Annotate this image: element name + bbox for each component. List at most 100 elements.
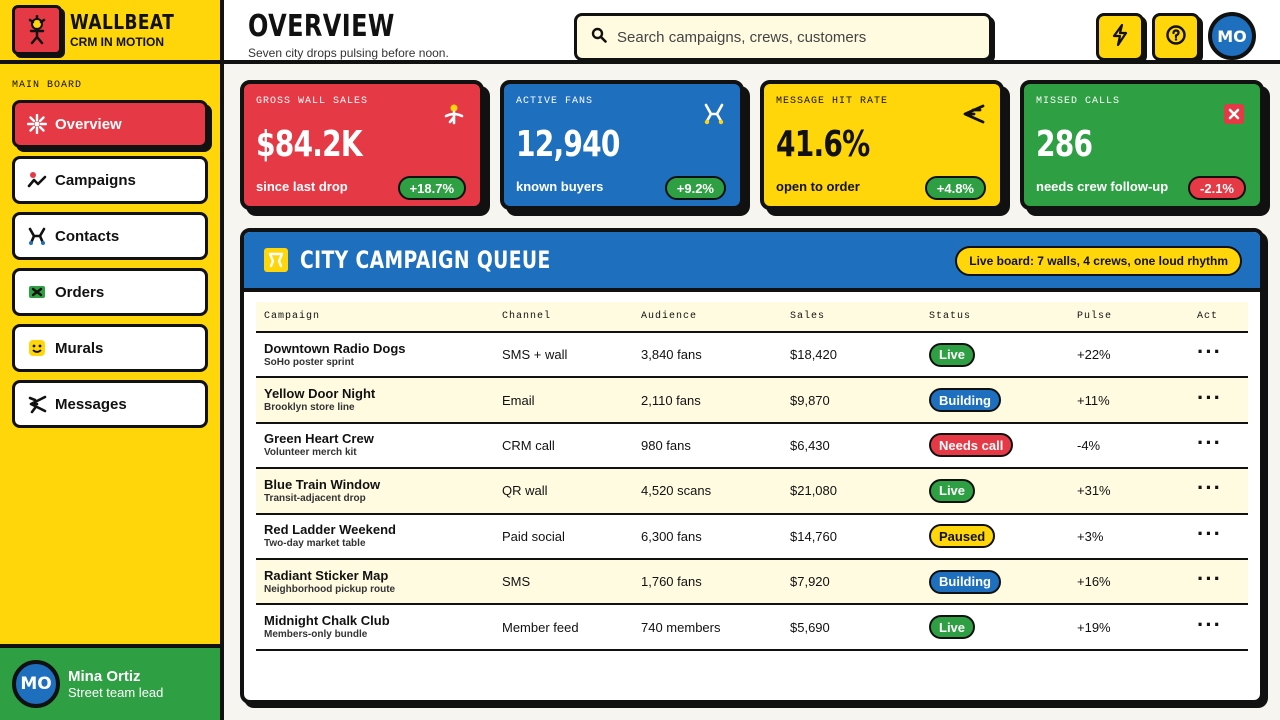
more-actions-icon[interactable]: ··· [1197, 566, 1222, 592]
more-actions-icon[interactable]: ··· [1197, 520, 1222, 546]
cell-campaign: Green Heart Crew Volunteer merch kit [256, 422, 494, 470]
campaign-name[interactable]: Yellow Door Night [264, 386, 376, 402]
cell-pulse: +16% [1069, 558, 1189, 606]
campaign-queue-panel: CITY CAMPAIGN QUEUE Live board: 7 walls,… [240, 228, 1264, 704]
stat-note: open to order [776, 179, 860, 194]
status-badge: Live [929, 342, 976, 367]
more-actions-icon[interactable]: ··· [1197, 475, 1222, 501]
search-icon [591, 27, 607, 48]
stat-delta-badge: +18.7% [397, 176, 466, 200]
table-row[interactable]: Green Heart Crew Volunteer merch kit CRM c… [256, 422, 1248, 470]
cell-channel: SMS [494, 558, 633, 606]
table-row[interactable]: Downtown Radio Dogs SoHo poster sprint SMS… [256, 332, 1248, 379]
panel-title: CITY CAMPAIGN QUEUE [300, 246, 551, 274]
table-row[interactable]: Midnight Chalk Club Members-only bundle Me… [256, 604, 1248, 651]
cell-status: Building [921, 558, 1069, 606]
cell-status: Live [921, 604, 1069, 651]
cell-pulse: -4% [1069, 422, 1189, 470]
column-header-campaign[interactable]: Campaign [256, 302, 494, 333]
campaign-subtitle: Volunteer merch kit [264, 447, 357, 459]
help-button[interactable] [1152, 13, 1200, 61]
trend-line-icon [27, 170, 47, 190]
cross-box-icon [1222, 102, 1246, 126]
cell-status: Needs call [921, 422, 1069, 470]
cell-pulse: +3% [1069, 513, 1189, 560]
table-row[interactable]: Yellow Door Night Brooklyn store line Emai… [256, 377, 1248, 424]
campaign-name[interactable]: Midnight Chalk Club [264, 613, 390, 629]
campaign-subtitle: Brooklyn store line [264, 402, 355, 414]
campaign-name[interactable]: Downtown Radio Dogs [264, 340, 406, 356]
sidebar-nav: Overview Campaigns Contacts Orders Mural… [0, 100, 220, 428]
cell-channel: SMS + wall [494, 332, 633, 379]
table-row[interactable]: Red Ladder Weekend Two-day market table Pa… [256, 513, 1248, 560]
search-input[interactable] [617, 28, 977, 46]
campaign-subtitle: Members-only bundle [264, 629, 368, 641]
column-header-audience[interactable]: Audience [633, 302, 782, 333]
column-header-sales[interactable]: Sales [782, 302, 921, 333]
cell-channel: Paid social [494, 513, 633, 560]
sidebar-item-label: Messages [55, 395, 127, 413]
more-actions-icon[interactable]: ··· [1197, 339, 1222, 365]
figure-icon [442, 102, 466, 126]
cell-status: Building [921, 377, 1069, 424]
sidebar-item-overview[interactable]: Overview [12, 100, 208, 148]
campaign-name[interactable]: Blue Train Window [264, 476, 381, 492]
stat-card-missed-calls: MISSED CALLS 286 needs crew follow-up -2… [1020, 80, 1264, 210]
cell-act: ··· [1189, 513, 1248, 560]
campaign-subtitle: Two-day market table [264, 538, 366, 550]
sidebar-item-contacts[interactable]: Contacts [12, 212, 208, 260]
user-card[interactable]: MO Mina Ortiz Street team lead [0, 644, 220, 720]
header-avatar[interactable]: MO [1208, 12, 1256, 60]
cell-campaign: Red Ladder Weekend Two-day market table [256, 513, 494, 560]
campaign-name[interactable]: Green Heart Crew [264, 431, 374, 447]
cell-act: ··· [1189, 422, 1248, 470]
column-header-status[interactable]: Status [921, 302, 1069, 333]
search-bar[interactable] [574, 13, 992, 61]
cell-act: ··· [1189, 377, 1248, 424]
sidebar-item-murals[interactable]: Murals [12, 324, 208, 372]
column-header-channel[interactable]: Channel [494, 302, 633, 333]
cell-status: Live [921, 468, 1069, 515]
cell-sales: $9,870 [782, 377, 921, 424]
nav-section-label: MAIN BOARD [12, 80, 83, 91]
people-icon [27, 226, 47, 246]
panel-header: CITY CAMPAIGN QUEUE Live board: 7 walls,… [244, 232, 1260, 292]
sidebar-item-orders[interactable]: Orders [12, 268, 208, 316]
cell-audience: 4,520 scans [633, 468, 782, 515]
cell-status: Paused [921, 513, 1069, 560]
sidebar-item-messages[interactable]: Messages [12, 380, 208, 428]
campaign-name[interactable]: Radiant Sticker Map [264, 567, 389, 583]
table-row[interactable]: Blue Train Window Transit-adjacent drop QR… [256, 468, 1248, 515]
stat-label: MISSED CALLS [1036, 96, 1121, 107]
stat-label: GROSS WALL SALES [256, 96, 369, 107]
more-actions-icon[interactable]: ··· [1197, 611, 1222, 637]
stat-value: 41.6% [776, 124, 870, 165]
cell-pulse: +22% [1069, 332, 1189, 379]
more-actions-icon[interactable]: ··· [1197, 429, 1222, 455]
cell-audience: 1,760 fans [633, 558, 782, 606]
stat-delta-badge: -2.1% [1188, 176, 1246, 200]
cell-channel: Member feed [494, 604, 633, 651]
cell-campaign: Yellow Door Night Brooklyn store line [256, 377, 494, 424]
cell-campaign: Downtown Radio Dogs SoHo poster sprint [256, 332, 494, 379]
sidebar-item-label: Orders [55, 283, 105, 301]
cell-act: ··· [1189, 604, 1248, 651]
avatar: MO [12, 660, 60, 708]
campaign-table: Campaign Channel Audience Sales Status P… [256, 302, 1248, 651]
brand: WALLBEAT CRM IN MOTION [0, 0, 220, 64]
sidebar-item-campaigns[interactable]: Campaigns [12, 156, 208, 204]
sidebar-item-label: Overview [55, 115, 122, 133]
campaign-name[interactable]: Red Ladder Weekend [264, 522, 396, 538]
quick-actions-button[interactable] [1096, 13, 1144, 61]
top-header: OVERVIEW Seven city drops pulsing before… [224, 0, 1280, 64]
campaign-subtitle: SoHo poster sprint [264, 356, 355, 368]
more-actions-icon[interactable]: ··· [1197, 384, 1222, 410]
column-header-pulse[interactable]: Pulse [1069, 302, 1189, 333]
sidebar-item-label: Campaigns [55, 171, 136, 189]
status-badge: Live [929, 478, 976, 503]
cell-sales: $18,420 [782, 332, 921, 379]
stat-label: ACTIVE FANS [516, 96, 594, 107]
logo-icon [12, 5, 62, 55]
table-row[interactable]: Radiant Sticker Map Neighborhood pickup r… [256, 558, 1248, 606]
cell-act: ··· [1189, 558, 1248, 606]
